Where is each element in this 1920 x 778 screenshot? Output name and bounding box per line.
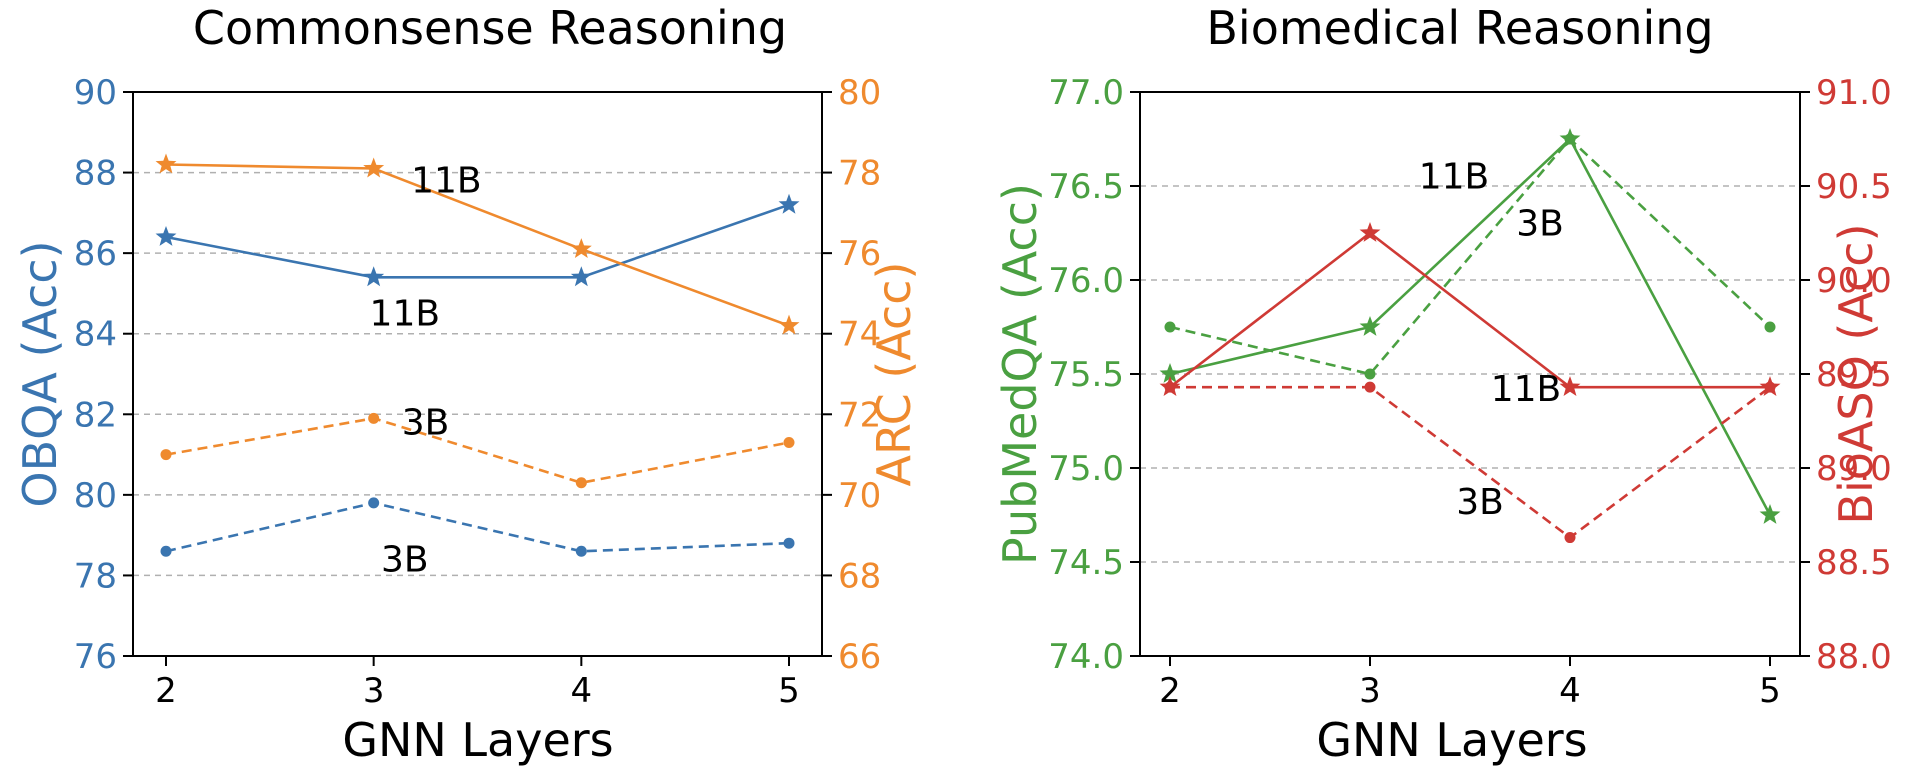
left-tick-label: 76.5 [1048, 167, 1124, 207]
left-tick-label: 84 [74, 315, 117, 355]
right-tick-label: 72 [838, 395, 881, 435]
left-tick-label: 90 [74, 73, 117, 113]
data-point-circle [783, 436, 795, 448]
left-tick-label: 77.0 [1048, 73, 1124, 113]
data-point-circle [1764, 321, 1776, 333]
data-point-circle [368, 497, 380, 509]
x-tick-label: 3 [1359, 671, 1381, 711]
right-tick-label: 78 [838, 154, 881, 194]
right-tick-label: 68 [838, 556, 881, 596]
series-line [1169, 137, 1771, 376]
series-annotation: 3B [1516, 204, 1564, 245]
chart-title: Biomedical Reasoning [1206, 1, 1713, 55]
data-point-circle [160, 545, 172, 557]
data-point-star [570, 266, 592, 287]
data-point-circle [1364, 368, 1376, 380]
x-tick-label: 5 [778, 671, 800, 711]
right-tick-label: 89.0 [1816, 449, 1892, 489]
series-annotation: 11B [370, 294, 441, 335]
data-point-circle [783, 537, 795, 549]
left-tick-label: 76 [74, 637, 117, 677]
chart-title: Commonsense Reasoning [193, 1, 787, 55]
left-axis-label: OBQA (Acc) [13, 240, 67, 507]
plot-frame [1139, 91, 1801, 657]
data-point-circle [1164, 381, 1176, 393]
right-tick-label: 91.0 [1816, 73, 1892, 113]
data-point-circle [575, 477, 587, 489]
biomedical-panel: Biomedical Reasoning 74.0 74.5 75.0 75.5 76.0… [993, 1, 1892, 767]
series-line [165, 203, 790, 279]
data-point-star [1559, 376, 1581, 397]
x-axis-label: GNN Layers [342, 713, 613, 767]
data-point-circle [1764, 381, 1776, 393]
data-point-circle [1564, 133, 1576, 145]
series-line [165, 416, 790, 485]
data-point-circle [575, 545, 587, 557]
right-tick-label: 70 [838, 476, 881, 516]
data-point-star [1359, 222, 1381, 242]
data-point-star [1159, 363, 1181, 383]
data-point-star [778, 193, 800, 214]
left-tick-label: 78 [74, 556, 117, 596]
right-tick-label: 90.5 [1816, 167, 1892, 207]
data-point-star [363, 266, 385, 287]
left-tick-label: 75.5 [1048, 355, 1124, 395]
x-tick-label: 5 [1759, 671, 1781, 711]
data-point-star [363, 157, 385, 178]
plot-frame [132, 91, 823, 657]
data-point-circle [160, 449, 172, 461]
right-tick-label: 90.0 [1816, 261, 1892, 301]
data-point-star [1759, 504, 1781, 524]
right-tick-label: 88.5 [1816, 543, 1892, 583]
left-tick-label: 88 [74, 154, 117, 194]
series-annotation: 11B [1419, 157, 1490, 198]
commonsense-panel: Commonsense Reasoning 76 78 80 82 84 86 88 90 66 6… [13, 1, 921, 767]
right-tick-label: 89.5 [1816, 355, 1892, 395]
data-point-circle [368, 412, 380, 424]
series-line [165, 163, 790, 327]
left-tick-label: 75.0 [1048, 449, 1124, 489]
data-point-star [155, 153, 177, 174]
right-tick-label: 76 [838, 234, 881, 274]
right-axis-label: BioASQ (Acc) [1829, 223, 1883, 524]
series-line [1169, 231, 1770, 389]
x-tick-label: 4 [1559, 671, 1581, 711]
x-tick-label: 2 [1159, 671, 1181, 711]
right-axis-label: ARC (Acc) [867, 261, 921, 486]
right-tick-label: 80 [838, 73, 881, 113]
series-line [1170, 385, 1771, 540]
series-line [165, 501, 790, 553]
right-tick-label: 88.0 [1816, 637, 1892, 677]
left-tick-label: 76.0 [1048, 261, 1124, 301]
data-point-star [1359, 316, 1381, 336]
left-tick-label: 82 [74, 395, 117, 435]
data-point-star [155, 226, 177, 246]
left-axis-label: PubMedQA (Acc) [993, 183, 1047, 565]
left-tick-label: 74.0 [1048, 637, 1124, 677]
right-tick-label: 66 [838, 637, 881, 677]
series-annotation: 11B [1491, 369, 1562, 410]
data-point-circle [1164, 321, 1176, 333]
data-point-star [778, 314, 800, 335]
x-axis-label: GNN Layers [1316, 713, 1587, 767]
left-tick-label: 86 [74, 234, 117, 274]
series-annotation: 3B [1456, 482, 1504, 523]
data-point-star [570, 238, 592, 259]
series-annotation: 3B [381, 539, 429, 580]
left-tick-label: 74.5 [1048, 543, 1124, 583]
series-annotation: 11B [411, 161, 482, 202]
x-tick-label: 2 [155, 671, 177, 711]
data-point-circle [1564, 532, 1576, 544]
series-annotation: 3B [402, 402, 450, 443]
right-tick-label: 74 [838, 315, 881, 355]
x-tick-label: 3 [363, 671, 385, 711]
left-tick-label: 80 [74, 476, 117, 516]
x-tick-label: 4 [571, 671, 593, 711]
data-point-circle [1364, 381, 1376, 393]
